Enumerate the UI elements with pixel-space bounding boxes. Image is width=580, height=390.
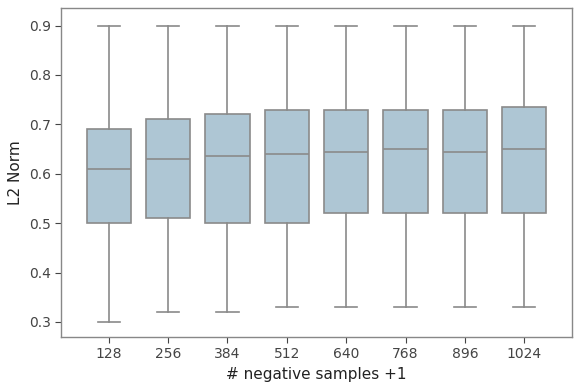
PathPatch shape — [205, 115, 250, 223]
PathPatch shape — [146, 119, 190, 218]
X-axis label: # negative samples +1: # negative samples +1 — [226, 367, 407, 382]
PathPatch shape — [324, 110, 368, 213]
Y-axis label: L2 Norm: L2 Norm — [8, 140, 23, 205]
PathPatch shape — [264, 110, 309, 223]
PathPatch shape — [86, 129, 131, 223]
PathPatch shape — [502, 107, 546, 213]
PathPatch shape — [443, 110, 487, 213]
PathPatch shape — [383, 110, 428, 213]
